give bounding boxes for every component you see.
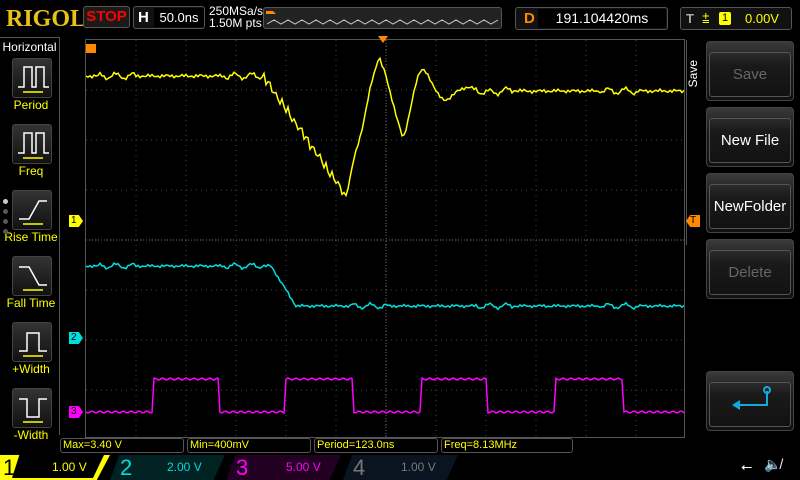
delay-box[interactable]: D 191.104420ms bbox=[515, 7, 668, 30]
measurement-freq: Freq=8.13MHz bbox=[441, 438, 573, 453]
ch3-offset-marker[interactable]: 3 bbox=[69, 406, 83, 418]
ch1-offset-marker[interactable]: 1 bbox=[69, 215, 83, 227]
sidebar-item-period[interactable] bbox=[12, 58, 52, 98]
negative-width-icon bbox=[19, 398, 47, 423]
menu-title: Save bbox=[686, 60, 700, 88]
ch3-number: 3 bbox=[236, 455, 249, 480]
trigger-position-marker[interactable] bbox=[378, 36, 388, 43]
ch4-status[interactable]: 4 1.00 V bbox=[343, 455, 458, 480]
newfolder-button[interactable]: NewFolder bbox=[706, 173, 794, 233]
menu-tab-frame bbox=[686, 40, 706, 245]
memory-overview[interactable] bbox=[263, 7, 502, 29]
ch4-scale: 1.00 V bbox=[401, 460, 436, 474]
sidebar-item-rise-time[interactable] bbox=[12, 190, 52, 230]
ch1-waveform bbox=[86, 56, 684, 198]
rise-time-icon bbox=[19, 200, 47, 225]
sidebar-item-label: Rise Time bbox=[4, 230, 58, 244]
measurement-min: Min=400mV bbox=[187, 438, 311, 453]
d-label: D bbox=[524, 10, 535, 27]
acquisition-info: 250MSa/s 1.50M pts bbox=[209, 5, 263, 29]
sidebar-item-label: Period bbox=[13, 98, 49, 112]
positive-width-icon bbox=[19, 332, 47, 357]
sidebar-item--width[interactable] bbox=[12, 322, 52, 362]
page-dot[interactable] bbox=[3, 219, 8, 224]
sidebar-item-label: +Width bbox=[12, 362, 50, 376]
softkey-label: Save bbox=[709, 52, 791, 97]
memory-waveform bbox=[266, 11, 499, 25]
sidebar-item--width[interactable] bbox=[12, 388, 52, 428]
freq-icon bbox=[18, 132, 49, 159]
ch2-offset-marker[interactable]: 2 bbox=[69, 332, 83, 344]
trigger-level-marker[interactable]: T bbox=[686, 215, 700, 227]
ch3-status[interactable]: 3 5.00 V bbox=[226, 455, 341, 480]
sample-rate: 250MSa/s bbox=[209, 4, 264, 18]
fall-time-icon bbox=[19, 266, 47, 291]
measurement-max: Max=3.40 V bbox=[60, 438, 184, 453]
memory-start-marker bbox=[86, 44, 96, 53]
sidebar-item-label: Fall Time bbox=[6, 296, 56, 310]
ch1-scale: 1.00 V bbox=[52, 460, 87, 474]
ch4-number: 4 bbox=[353, 455, 366, 480]
falling-edge-icon: ⩲ bbox=[702, 11, 710, 26]
waveform-grid bbox=[85, 39, 685, 438]
run-stop-status[interactable]: STOP bbox=[83, 6, 130, 28]
ch1-status[interactable]: 1 1.00 V bbox=[0, 455, 110, 480]
trigger-source: 1 bbox=[719, 12, 731, 25]
page-dot[interactable] bbox=[3, 209, 8, 214]
measure-sidebar: Horizontal bbox=[0, 37, 60, 435]
sound-muted-icon: 🔈̸ bbox=[764, 456, 782, 472]
period-icon bbox=[18, 66, 49, 93]
delete-button[interactable]: Delete bbox=[706, 239, 794, 299]
h-label: H bbox=[138, 9, 149, 26]
softkey-label: NewFolder bbox=[709, 184, 791, 229]
sidebar-title: Horizontal bbox=[2, 40, 57, 54]
rigol-logo: RIGOL bbox=[6, 6, 87, 32]
ch2-waveform bbox=[86, 262, 684, 311]
sidebar-item-fall-time[interactable] bbox=[12, 256, 52, 296]
sidebar-item-freq[interactable] bbox=[12, 124, 52, 164]
ch2-status[interactable]: 2 2.00 V bbox=[110, 455, 225, 480]
trigger-level: 0.00V bbox=[745, 11, 779, 26]
ch1-number: 1 bbox=[3, 455, 16, 480]
sidebar-item-label: Freq bbox=[18, 164, 44, 178]
usb-icon: ⭠ bbox=[741, 458, 753, 474]
page-dot[interactable] bbox=[3, 199, 8, 204]
ch2-number: 2 bbox=[120, 455, 133, 480]
back-button[interactable] bbox=[706, 371, 794, 431]
trigger-box[interactable]: T ⩲ 1 0.00V bbox=[680, 7, 792, 30]
memory-depth: 1.50M pts bbox=[209, 16, 262, 30]
save-button[interactable]: Save bbox=[706, 41, 794, 101]
page-dot[interactable] bbox=[3, 229, 8, 234]
ch2-scale: 2.00 V bbox=[167, 460, 202, 474]
measurement-period: Period=123.0ns bbox=[314, 438, 438, 453]
timebase-box[interactable]: H 50.0ns bbox=[133, 6, 205, 29]
sidebar-item-label: -Width bbox=[13, 428, 49, 442]
softkey-label: Delete bbox=[709, 250, 791, 295]
t-label: T bbox=[686, 11, 694, 26]
timebase-value: 50.0ns bbox=[154, 8, 204, 27]
return-arrow-icon bbox=[732, 386, 771, 410]
softkey-label: New File bbox=[709, 118, 791, 163]
new-file-button[interactable]: New File bbox=[706, 107, 794, 167]
ch3-waveform bbox=[86, 376, 684, 415]
ch3-scale: 5.00 V bbox=[286, 460, 321, 474]
delay-value: 191.104420ms bbox=[538, 9, 666, 28]
